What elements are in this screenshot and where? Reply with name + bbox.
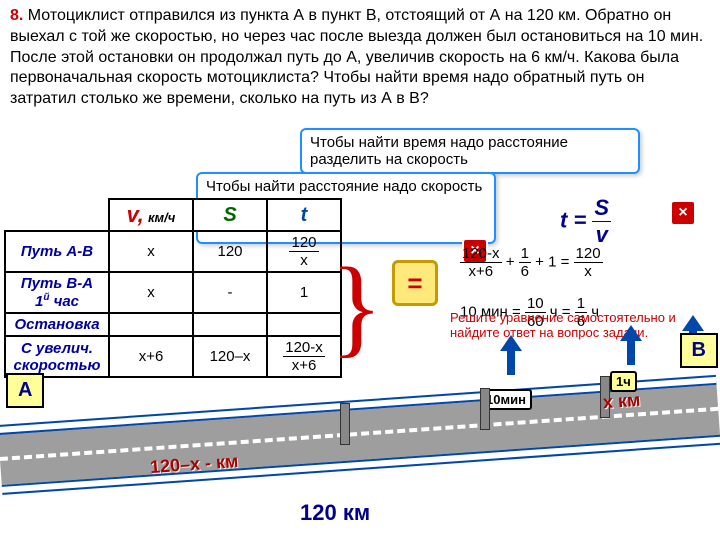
problem-number: 8. [10, 7, 23, 24]
equals-box: = [392, 260, 438, 306]
post-icon [340, 403, 350, 445]
brace-icon: } [330, 290, 383, 323]
row-label: Остановка [5, 313, 109, 336]
col-s: S [193, 199, 267, 231]
col-t: t [267, 199, 341, 231]
col-v: v, v, км/чкм/ч [109, 199, 193, 231]
formula-ts: t = Sv [560, 195, 611, 248]
table-row: Путь В-А1й час x - 1 [5, 272, 341, 313]
row-label: Путь В-А1й час [5, 272, 109, 313]
table-row: С увелич. скоростью x+6 120–x 120-xx+6 [5, 336, 341, 377]
callout-time: Чтобы найти время надо расстояние раздел… [300, 128, 640, 174]
row-label: Путь А-В [5, 231, 109, 272]
table-row: Остановка [5, 313, 341, 336]
main-equation: 120-xx+6 + 16 + 1 = 120x [460, 245, 603, 280]
label-xkm: x км [602, 390, 641, 414]
table-row: Путь А-В x 120 120x [5, 231, 341, 272]
solve-note: Решите уравнение самостоятельно и найдит… [450, 310, 710, 340]
close-icon-2[interactable]: × [670, 200, 696, 226]
arrow-icon [620, 325, 642, 365]
problem-text: 8. Мотоциклист отправился из пункта А в … [10, 6, 710, 110]
point-b: В [680, 333, 718, 368]
row-label: С увелич. скоростью [5, 336, 109, 377]
post-icon [480, 388, 490, 430]
data-table: v, v, км/чкм/ч S t Путь А-В x 120 120x П… [4, 198, 342, 378]
sign-1h: 1ч [610, 371, 637, 392]
problem-body: Мотоциклист отправился из пункта А в пун… [10, 7, 703, 107]
arrow-icon [500, 335, 522, 375]
point-a: А [6, 373, 44, 408]
label-120km: 120 км [300, 500, 370, 526]
callout-time-text: Чтобы найти время надо расстояние раздел… [310, 134, 568, 168]
